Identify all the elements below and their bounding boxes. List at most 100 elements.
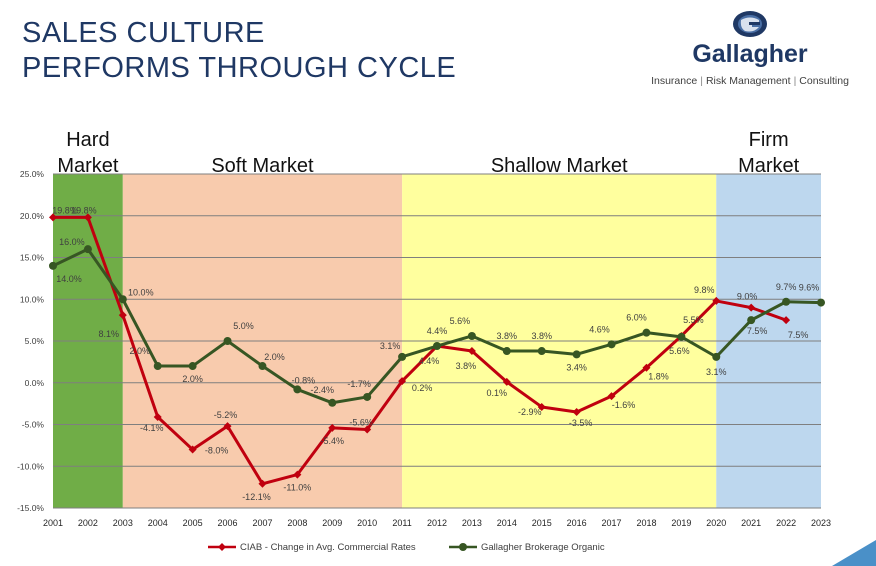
- data-label: 3.1%: [706, 367, 727, 377]
- data-label: 2.0%: [129, 346, 150, 356]
- data-point: [223, 422, 232, 431]
- data-label: 4.6%: [589, 324, 610, 334]
- data-label: 5.0%: [233, 321, 254, 331]
- data-label: 3.8%: [531, 331, 552, 341]
- y-tick-label: 25.0%: [20, 169, 45, 179]
- x-tick-label: 2006: [218, 518, 238, 528]
- data-label: 5.6%: [669, 346, 690, 356]
- data-label: 0.1%: [487, 388, 508, 398]
- tagline-risk-management: Risk Management: [705, 75, 791, 87]
- data-label: 9.0%: [737, 292, 758, 302]
- data-point: [502, 347, 511, 356]
- logo-tagline: Insurance | Risk Management | Consulting: [651, 75, 849, 87]
- data-label: 6.0%: [626, 313, 647, 323]
- data-label: -5.6%: [349, 418, 373, 428]
- x-tick-label: 2002: [78, 518, 98, 528]
- data-point: [747, 316, 756, 325]
- data-label: 19.8%: [52, 205, 78, 215]
- title-line-2: PERFORMS THROUGH CYCLE: [22, 52, 457, 84]
- region-label: Shallow Market: [491, 155, 628, 177]
- y-tick-label: 5.0%: [25, 336, 45, 346]
- data-label: 5.5%: [683, 315, 704, 325]
- data-point: [293, 470, 302, 479]
- data-label: 16.0%: [59, 237, 85, 247]
- data-label: -5.2%: [214, 410, 238, 420]
- data-point: [188, 362, 197, 371]
- data-point: [572, 407, 581, 416]
- y-tick-label: 0.0%: [25, 378, 45, 388]
- data-point: [258, 479, 267, 488]
- title-line-1: SALES CULTURE: [22, 17, 265, 49]
- data-label: -12.1%: [242, 492, 271, 502]
- data-point: [328, 423, 337, 432]
- data-point: [83, 245, 92, 254]
- y-tick-label: -15.0%: [17, 503, 44, 513]
- data-point: [118, 295, 127, 304]
- x-tick-label: 2022: [776, 518, 796, 528]
- x-tick-label: 2012: [427, 518, 447, 528]
- legend-label: CIAB - Change in Avg. Commercial Rates: [240, 542, 416, 553]
- data-point: [433, 342, 441, 351]
- data-point: [467, 331, 476, 340]
- x-tick-label: 2008: [287, 518, 307, 528]
- data-label: 2.0%: [182, 374, 203, 384]
- legend-label: Gallagher Brokerage Organic: [481, 542, 605, 553]
- data-point: [293, 385, 302, 394]
- data-point: [677, 332, 686, 341]
- data-label: 3.4%: [566, 362, 587, 372]
- data-label: 14.0%: [56, 274, 82, 284]
- data-point: [642, 328, 651, 337]
- data-label: 0.2%: [412, 383, 433, 393]
- data-point: [747, 303, 756, 312]
- tagline-consulting: Consulting: [799, 75, 849, 87]
- data-label: -1.7%: [347, 379, 371, 389]
- x-tick-label: 2020: [706, 518, 726, 528]
- data-point: [572, 350, 581, 359]
- data-label: 19.8%: [71, 205, 97, 215]
- region-label: Hard: [66, 129, 109, 151]
- y-tick-label: -5.0%: [22, 420, 45, 430]
- x-tick-label: 2010: [357, 518, 377, 528]
- y-tick-label: -10.0%: [17, 461, 44, 471]
- data-label: 7.5%: [788, 330, 809, 340]
- data-point: [817, 298, 825, 307]
- logo-wordmark: Gallagher: [692, 40, 808, 68]
- data-point: [153, 362, 162, 371]
- data-point: [712, 296, 721, 305]
- x-tick-label: 2014: [497, 518, 517, 528]
- tagline-insurance: Insurance: [651, 75, 698, 87]
- x-tick-label: 2013: [462, 518, 482, 528]
- data-label: 7.5%: [747, 326, 768, 336]
- x-tick-label: 2009: [322, 518, 342, 528]
- region-label: Firm: [749, 129, 789, 151]
- data-point: [537, 347, 546, 356]
- data-label: -0.8%: [292, 375, 316, 385]
- data-point: [223, 337, 232, 345]
- x-tick-label: 2023: [811, 518, 831, 528]
- x-tick-label: 2003: [113, 518, 133, 528]
- x-tick-label: 2018: [636, 518, 656, 528]
- data-label: -8.0%: [205, 446, 229, 456]
- y-tick-label: 10.0%: [20, 294, 45, 304]
- data-point: [258, 362, 267, 371]
- x-tick-label: 2019: [671, 518, 691, 528]
- data-label: 2.0%: [264, 352, 285, 362]
- data-label: 9.6%: [799, 283, 820, 293]
- data-label: 4.4%: [427, 326, 448, 336]
- series-line: [53, 215, 787, 486]
- legend-marker: [459, 543, 467, 551]
- page-title: SALES CULTURE PERFORMS THROUGH CYCLE: [22, 16, 456, 86]
- data-point: [398, 352, 407, 361]
- data-point: [49, 213, 57, 222]
- data-point: [363, 425, 372, 434]
- region-label: Market: [738, 155, 800, 177]
- x-tick-label: 2005: [183, 518, 203, 528]
- data-point: [153, 412, 162, 421]
- data-point: [642, 363, 651, 372]
- x-tick-label: 2017: [602, 518, 622, 528]
- data-point: [782, 297, 791, 306]
- data-point: [712, 352, 721, 361]
- data-label: 4.4%: [419, 356, 440, 366]
- data-point: [782, 316, 791, 325]
